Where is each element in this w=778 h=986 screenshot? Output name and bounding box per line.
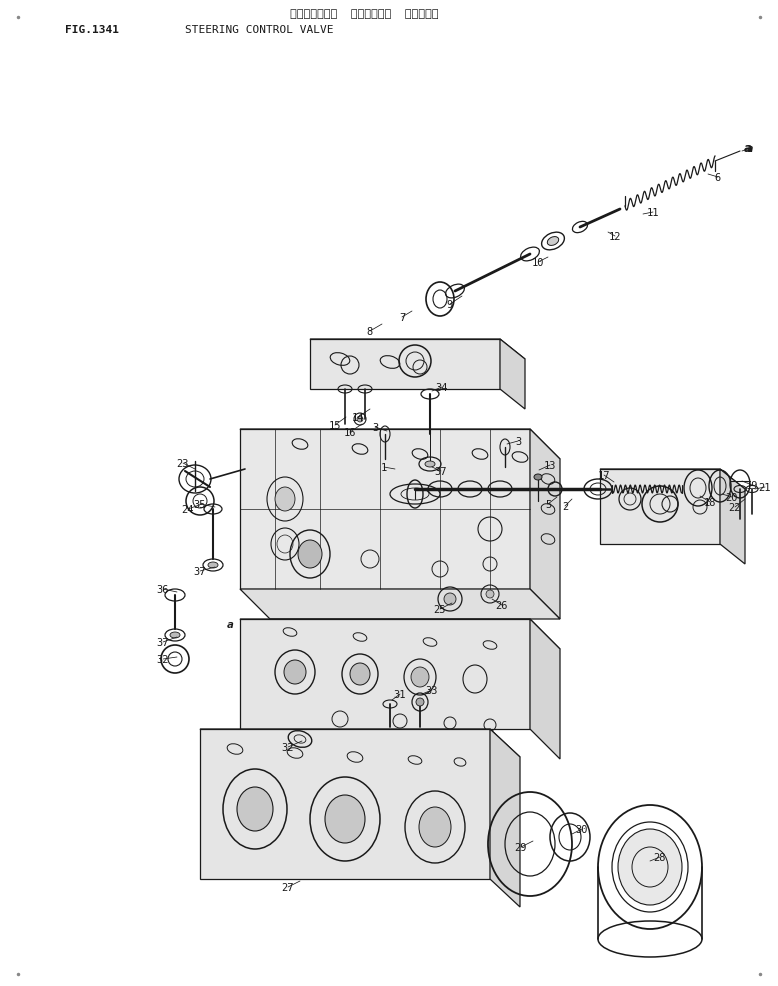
Ellipse shape — [486, 591, 494, 599]
Text: 23: 23 — [177, 458, 189, 468]
Polygon shape — [240, 619, 530, 730]
Text: 37: 37 — [156, 637, 170, 648]
Text: a: a — [226, 619, 233, 629]
Polygon shape — [490, 730, 520, 907]
Text: 11: 11 — [647, 208, 659, 218]
Ellipse shape — [444, 594, 456, 605]
Ellipse shape — [547, 238, 559, 246]
Text: STEERING CONTROL VALVE: STEERING CONTROL VALVE — [185, 25, 334, 35]
Text: 10: 10 — [531, 257, 545, 268]
Text: 35: 35 — [194, 500, 206, 510]
Text: ステアリング゜  コントロール  ハ゜ルフ゜: ステアリング゜ コントロール ハ゜ルフ゜ — [290, 9, 439, 19]
Text: 36: 36 — [156, 585, 170, 595]
Text: 17: 17 — [598, 470, 610, 480]
Text: 33: 33 — [426, 685, 438, 695]
Text: 21: 21 — [759, 482, 771, 492]
Polygon shape — [600, 469, 745, 489]
Polygon shape — [310, 339, 525, 360]
Text: 34: 34 — [436, 383, 448, 392]
Text: a: a — [747, 144, 753, 154]
Ellipse shape — [357, 416, 363, 423]
Ellipse shape — [618, 829, 682, 905]
Polygon shape — [530, 619, 560, 759]
Text: 16: 16 — [344, 428, 356, 438]
Polygon shape — [530, 430, 560, 619]
Text: 28: 28 — [654, 852, 666, 862]
Text: 18: 18 — [704, 498, 717, 508]
Text: 32: 32 — [156, 655, 170, 665]
Text: 31: 31 — [394, 689, 406, 699]
Text: 37: 37 — [435, 466, 447, 476]
Polygon shape — [200, 730, 520, 757]
Text: 25: 25 — [434, 604, 447, 614]
Text: 24: 24 — [182, 505, 194, 515]
Text: 3: 3 — [515, 437, 521, 447]
Ellipse shape — [425, 461, 435, 467]
Ellipse shape — [325, 795, 365, 843]
Text: 15: 15 — [329, 421, 342, 431]
Ellipse shape — [298, 540, 322, 568]
Ellipse shape — [208, 562, 218, 568]
Polygon shape — [240, 430, 530, 590]
Text: 3: 3 — [372, 423, 378, 433]
Polygon shape — [240, 430, 560, 459]
Text: 12: 12 — [608, 232, 622, 242]
Polygon shape — [500, 339, 525, 409]
Text: 30: 30 — [576, 824, 588, 834]
Ellipse shape — [350, 664, 370, 685]
Polygon shape — [240, 590, 560, 619]
Text: 2: 2 — [562, 502, 568, 512]
Text: 14: 14 — [352, 412, 364, 423]
Polygon shape — [600, 469, 720, 544]
Ellipse shape — [275, 487, 295, 512]
Ellipse shape — [419, 808, 451, 847]
Text: 5: 5 — [545, 500, 551, 510]
Text: 22: 22 — [729, 503, 741, 513]
Text: a: a — [744, 142, 752, 156]
Text: 27: 27 — [282, 882, 294, 892]
Ellipse shape — [237, 787, 273, 831]
Text: 29: 29 — [515, 842, 527, 852]
Ellipse shape — [411, 668, 429, 687]
Text: 1: 1 — [381, 462, 387, 472]
Polygon shape — [720, 469, 745, 564]
Text: 9: 9 — [447, 300, 453, 310]
Polygon shape — [200, 730, 490, 880]
Ellipse shape — [284, 661, 306, 684]
Text: 19: 19 — [746, 480, 759, 490]
Text: 13: 13 — [544, 460, 556, 470]
Text: FIG.1341: FIG.1341 — [65, 25, 119, 35]
Text: 32: 32 — [282, 742, 294, 752]
Ellipse shape — [416, 698, 424, 706]
Text: 37: 37 — [194, 566, 206, 577]
Polygon shape — [240, 619, 560, 650]
Text: 8: 8 — [367, 326, 373, 336]
Polygon shape — [310, 339, 500, 389]
Text: 20: 20 — [726, 492, 738, 503]
Text: 26: 26 — [496, 600, 508, 610]
Text: 6: 6 — [715, 173, 721, 182]
Ellipse shape — [534, 474, 542, 480]
Text: 7: 7 — [399, 313, 405, 322]
Ellipse shape — [170, 632, 180, 638]
